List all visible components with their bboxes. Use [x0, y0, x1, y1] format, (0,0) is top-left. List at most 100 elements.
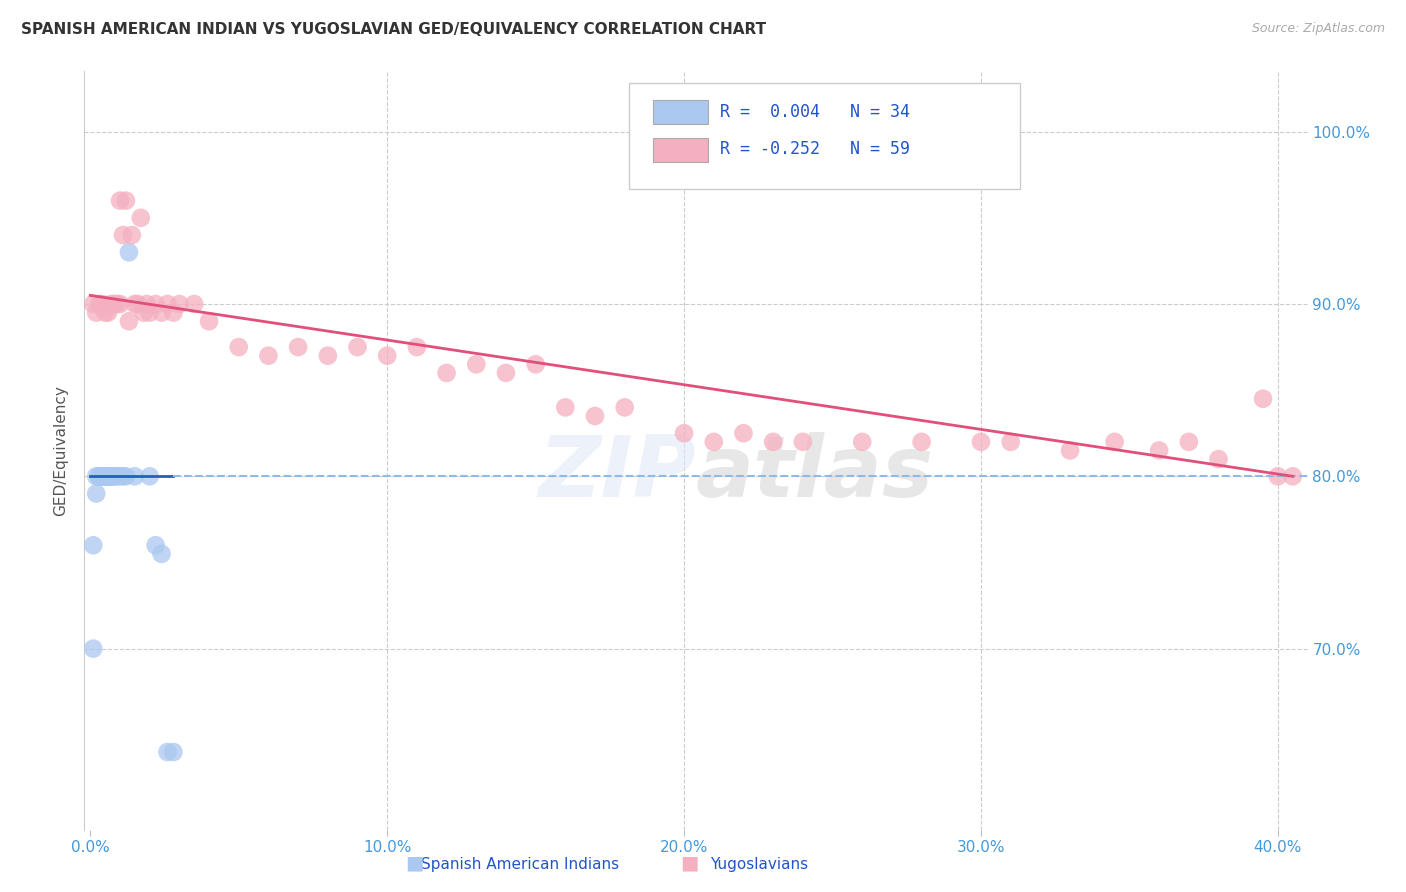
Point [118, 314, 141, 328]
Point [115, 469, 138, 483]
Point [733, 426, 755, 441]
Point [198, 314, 221, 328]
Point [150, 305, 173, 319]
Point [156, 297, 179, 311]
Point [554, 401, 576, 415]
Point [111, 469, 134, 483]
Point [851, 434, 873, 449]
Point [94, 469, 117, 483]
Point [613, 401, 636, 415]
Point [465, 357, 488, 371]
Point [1059, 443, 1081, 458]
Point [583, 409, 606, 423]
Point [103, 469, 125, 483]
FancyBboxPatch shape [654, 100, 709, 125]
Point [150, 547, 173, 561]
Point [108, 194, 131, 208]
Point [436, 366, 458, 380]
Point [762, 434, 785, 449]
Point [183, 297, 205, 311]
Point [495, 366, 517, 380]
Point [91, 469, 114, 483]
Point [94, 469, 117, 483]
Point [316, 349, 339, 363]
Point [228, 340, 250, 354]
Point [97, 469, 120, 483]
Point [100, 297, 122, 311]
Point [145, 538, 167, 552]
Point [970, 434, 993, 449]
Point [108, 297, 131, 311]
Point [121, 228, 143, 243]
Text: ZIP: ZIP [538, 432, 696, 515]
Text: atlas: atlas [696, 432, 934, 515]
Point [89, 469, 111, 483]
FancyBboxPatch shape [628, 83, 1021, 189]
Point [97, 305, 120, 319]
Point [84, 469, 107, 483]
Point [1208, 452, 1230, 467]
Point [162, 305, 184, 319]
Point [1000, 434, 1022, 449]
Point [105, 469, 128, 483]
Point [84, 305, 107, 319]
Point [94, 469, 117, 483]
Text: SPANISH AMERICAN INDIAN VS YUGOSLAVIAN GED/EQUIVALENCY CORRELATION CHART: SPANISH AMERICAN INDIAN VS YUGOSLAVIAN G… [21, 22, 766, 37]
Text: Spanish American Indians: Spanish American Indians [422, 857, 619, 872]
Point [792, 434, 814, 449]
Point [1267, 469, 1289, 483]
Point [375, 349, 398, 363]
Point [94, 469, 117, 483]
Point [91, 469, 114, 483]
Point [124, 469, 146, 483]
Point [84, 486, 107, 500]
Point [100, 469, 122, 483]
Point [105, 297, 128, 311]
Point [94, 469, 117, 483]
Y-axis label: GED/Equivalency: GED/Equivalency [53, 385, 69, 516]
Point [132, 305, 155, 319]
Point [89, 297, 111, 311]
Text: R = -0.252   N = 59: R = -0.252 N = 59 [720, 140, 911, 159]
Point [162, 745, 184, 759]
Point [100, 469, 122, 483]
Point [82, 641, 104, 656]
Text: Yugoslavians: Yugoslavians [710, 857, 808, 872]
Text: R =  0.004   N = 34: R = 0.004 N = 34 [720, 103, 911, 120]
Point [156, 745, 179, 759]
Point [138, 469, 160, 483]
Point [1251, 392, 1274, 406]
FancyBboxPatch shape [654, 138, 709, 162]
Point [103, 297, 125, 311]
Point [524, 357, 547, 371]
Point [108, 469, 131, 483]
Point [673, 426, 696, 441]
Point [1147, 443, 1170, 458]
Text: ■: ■ [405, 854, 425, 872]
Point [100, 469, 122, 483]
Point [91, 469, 114, 483]
Point [82, 297, 104, 311]
Point [1178, 434, 1201, 449]
Point [111, 228, 134, 243]
Point [910, 434, 932, 449]
Point [135, 297, 157, 311]
Point [91, 297, 114, 311]
Point [257, 349, 280, 363]
Point [169, 297, 191, 311]
Point [89, 469, 111, 483]
Point [145, 297, 167, 311]
Point [103, 469, 125, 483]
Point [97, 469, 120, 483]
Point [287, 340, 309, 354]
Point [127, 297, 149, 311]
Point [100, 469, 122, 483]
Point [94, 305, 117, 319]
Point [82, 538, 104, 552]
Point [124, 297, 146, 311]
Point [97, 469, 120, 483]
Point [138, 305, 160, 319]
Point [1281, 469, 1303, 483]
Point [118, 245, 141, 260]
Text: ■: ■ [679, 854, 699, 872]
